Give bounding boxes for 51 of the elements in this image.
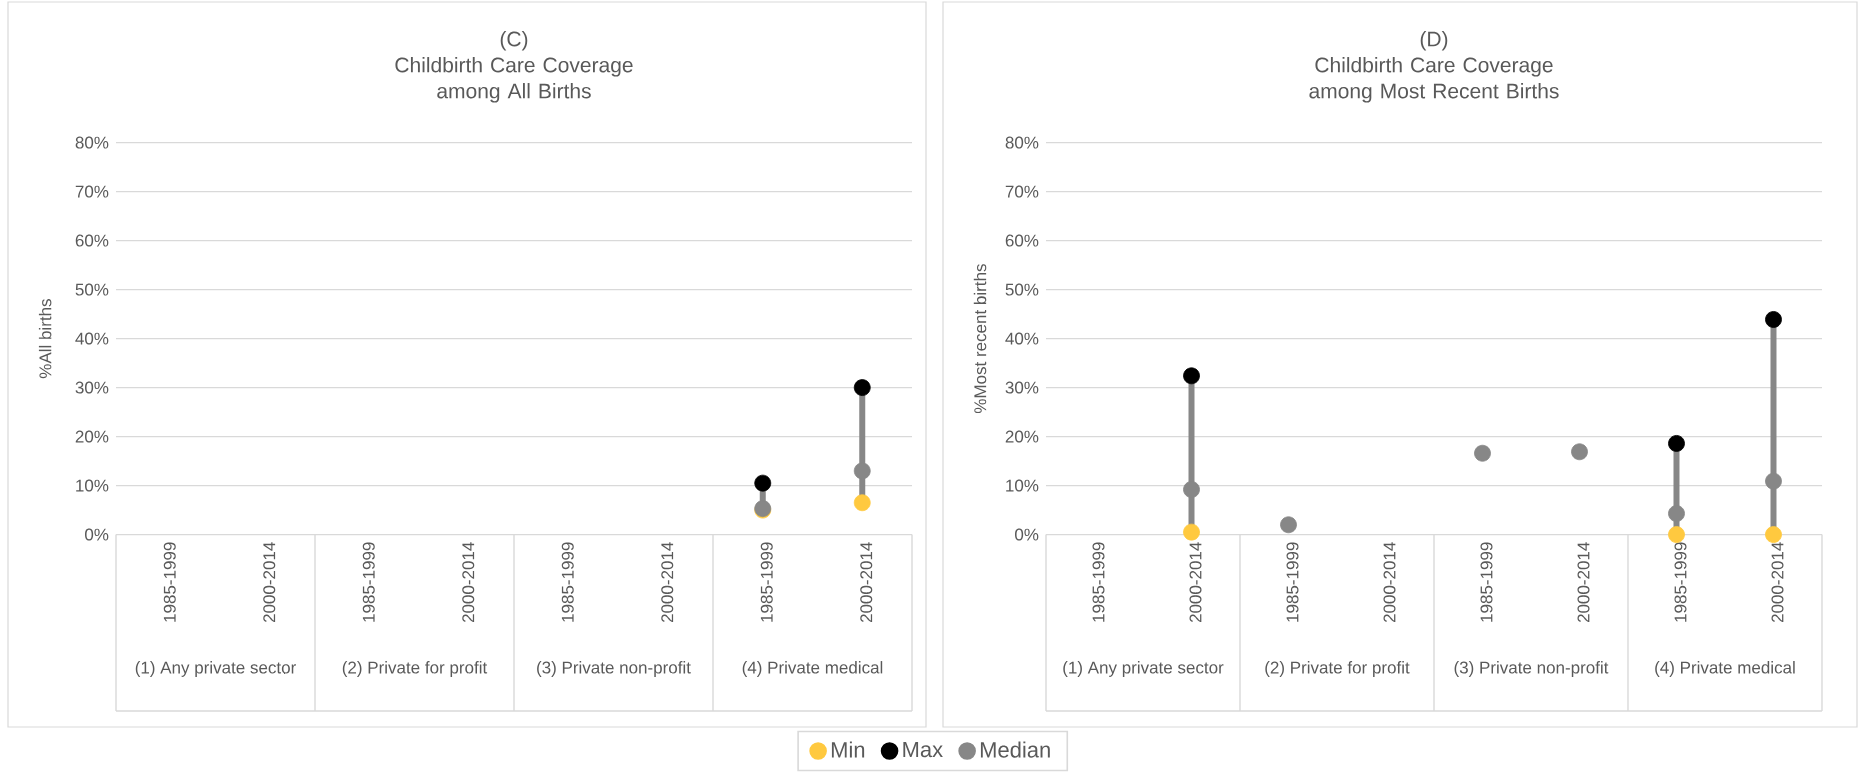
text: (4) Private medical bbox=[1655, 661, 1795, 677]
x-tick-label: 1985-1999 bbox=[163, 542, 176, 622]
text: (2) Private for profit bbox=[1265, 661, 1410, 677]
y-tick-label: 0% bbox=[1015, 528, 1039, 541]
y-tick-label: 10% bbox=[1006, 479, 1039, 492]
text: (3) Private non-profit bbox=[537, 661, 691, 677]
y-axis-title: %Most recent births bbox=[973, 264, 987, 414]
x-tick-label: 2000-2014 bbox=[1577, 542, 1590, 623]
x-tick-label: 1985-1999 bbox=[1286, 542, 1299, 622]
y-tick-label: 40% bbox=[1005, 332, 1039, 345]
y-tick-label: 30% bbox=[1005, 381, 1039, 394]
y-tick-label: 80% bbox=[75, 136, 109, 149]
x-tick-label: 1985-1999 bbox=[1480, 542, 1493, 622]
x-tick-label: 1985-1999 bbox=[1674, 542, 1687, 622]
y-tick-label: 60% bbox=[1005, 234, 1039, 247]
y-tick-label: 20% bbox=[75, 430, 109, 443]
x-tick-label: 2000-2014 bbox=[661, 542, 674, 623]
text: (2) Private for profit bbox=[342, 661, 488, 677]
chart-title: (D) bbox=[1420, 31, 1448, 51]
chart-subtitle: Childbirth Care Coverage among All Births bbox=[395, 57, 633, 103]
text: (3) Private non-profit bbox=[1454, 661, 1609, 677]
y-axis-title: %All births bbox=[38, 299, 52, 379]
chart-subtitle: Childbirth Care Coverage among Most Recent Births bbox=[1309, 57, 1559, 103]
y-tick-label: 80% bbox=[1005, 136, 1039, 149]
y-tick-label: 70% bbox=[75, 185, 109, 198]
x-tick-label: 2000-2014 bbox=[1771, 542, 1784, 623]
y-tick-label: 50% bbox=[1005, 283, 1039, 296]
legend-label: Min bbox=[831, 741, 865, 758]
x-tick-label: 1985-1999 bbox=[760, 542, 773, 622]
y-tick-label: 50% bbox=[75, 283, 109, 296]
y-tick-label: 30% bbox=[75, 381, 109, 394]
x-tick-label: 2000-2014 bbox=[263, 542, 276, 623]
legend-label: Median bbox=[980, 741, 1050, 758]
x-tick-label: 1985-1999 bbox=[561, 542, 574, 622]
y-tick-label: 20% bbox=[1005, 430, 1039, 443]
y-tick-label: 60% bbox=[75, 234, 109, 247]
y-tick-label: 70% bbox=[1005, 185, 1039, 198]
x-tick-label: 2000-2014 bbox=[1189, 542, 1202, 623]
chart-title: (C) bbox=[500, 31, 528, 51]
y-tick-label: 0% bbox=[85, 528, 109, 541]
x-tick-label: 2000-2014 bbox=[462, 542, 475, 623]
x-tick-label: 2000-2014 bbox=[1383, 542, 1396, 623]
legend-label: Max bbox=[903, 741, 943, 758]
text: (1) Any private sector bbox=[135, 661, 296, 677]
x-tick-label: 2000-2014 bbox=[860, 542, 873, 623]
text: (4) Private medical bbox=[742, 661, 883, 677]
y-tick-label: 40% bbox=[75, 332, 109, 345]
x-tick-label: 1985-1999 bbox=[1092, 542, 1105, 622]
y-tick-label: 10% bbox=[76, 479, 109, 492]
x-tick-label: 1985-1999 bbox=[362, 542, 375, 622]
text: (1) Any private sector bbox=[1063, 661, 1224, 677]
